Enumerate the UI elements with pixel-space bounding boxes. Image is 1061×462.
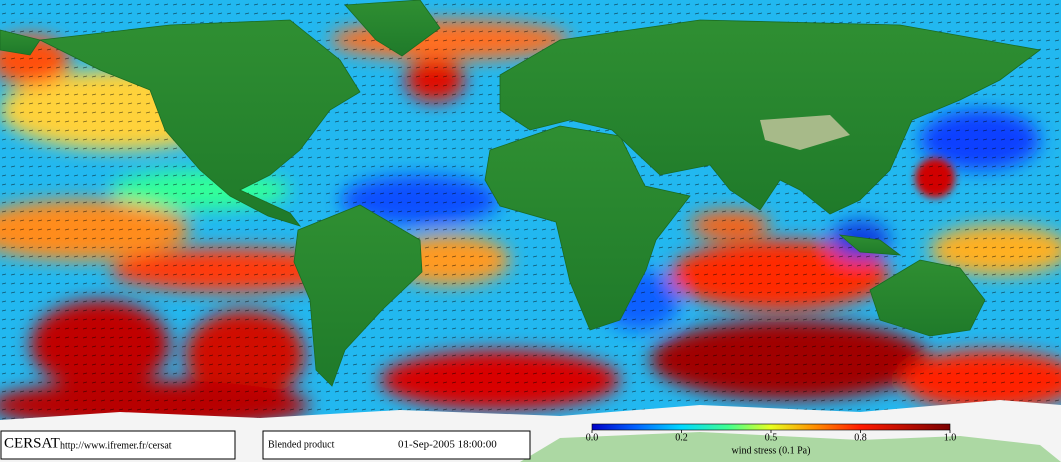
colorbar: wind stress (0.1 Pa) 0.0 0.2 0.5 0.8 1.0 bbox=[586, 423, 957, 456]
logo-box bbox=[0, 430, 236, 460]
product-box bbox=[262, 430, 531, 460]
product: Blended product bbox=[268, 439, 335, 450]
colorbar-tick-label: 0.8 bbox=[854, 432, 867, 443]
colorbar-tick-label: 0.2 bbox=[675, 432, 688, 443]
land bbox=[0, 0, 1041, 387]
url: http://www.ifremer.fr/cersat bbox=[60, 440, 172, 451]
datetime: 01-Sep-2005 18:00:00 bbox=[398, 439, 497, 451]
colorbar-tick-label: 0.0 bbox=[586, 432, 599, 443]
colorbar-tick-label: 1.0 bbox=[944, 432, 957, 443]
antarctic-terrain bbox=[520, 432, 1061, 462]
colorbar-tick-label: 0.5 bbox=[765, 432, 778, 443]
colorbar-ramp bbox=[591, 423, 951, 431]
colorbar-label: wind stress (0.1 Pa) bbox=[732, 445, 811, 456]
plateau bbox=[760, 115, 850, 150]
logo: CERSAT bbox=[4, 435, 60, 451]
